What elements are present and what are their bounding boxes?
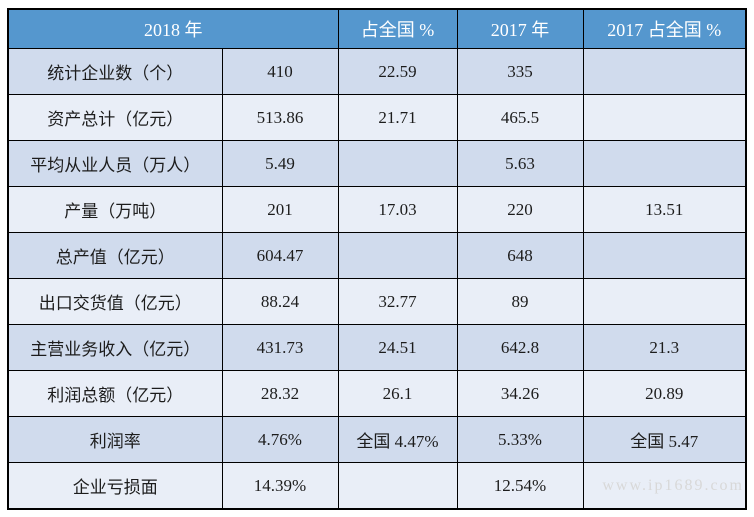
cell-2018-share: 26.1 — [337, 370, 458, 417]
statistics-table-container: 2018 年 占全国 % 2017 年 2017 占全国 % 统计企业数（个） … — [7, 8, 747, 510]
header-share-2017: 2017 占全国 % — [582, 8, 747, 49]
table-row: 产量（万吨） 201 17.03 220 13.51 — [7, 186, 747, 233]
cell-2018-share: 17.03 — [337, 186, 458, 233]
cell-2017-value: 12.54% — [456, 462, 584, 510]
row-label: 资产总计（亿元） — [7, 94, 223, 141]
industry-statistics-table: 2018 年 占全国 % 2017 年 2017 占全国 % 统计企业数（个） … — [7, 8, 747, 510]
cell-2017-share: 20.89 — [582, 370, 747, 417]
cell-2017-value: 642.8 — [456, 324, 584, 371]
cell-2017-share — [582, 462, 747, 510]
cell-2017-value: 5.33% — [456, 416, 584, 463]
table-row: 总产值（亿元） 604.47 648 — [7, 232, 747, 279]
cell-2017-share — [582, 278, 747, 325]
cell-2018-value: 431.73 — [221, 324, 339, 371]
cell-2017-share: 21.3 — [582, 324, 747, 371]
cell-2017-share — [582, 232, 747, 279]
cell-2018-value: 88.24 — [221, 278, 339, 325]
cell-2018-share: 24.51 — [337, 324, 458, 371]
cell-2018-value: 5.49 — [221, 140, 339, 187]
cell-2018-share: 21.71 — [337, 94, 458, 141]
cell-2017-share: 全国 5.47 — [582, 416, 747, 463]
cell-2017-share — [582, 48, 747, 95]
table-row: 统计企业数（个） 410 22.59 335 — [7, 48, 747, 95]
cell-2018-value: 4.76% — [221, 416, 339, 463]
row-label: 利润率 — [7, 416, 223, 463]
cell-2017-value: 335 — [456, 48, 584, 95]
cell-2017-share — [582, 94, 747, 141]
row-label: 总产值（亿元） — [7, 232, 223, 279]
table-row: 资产总计（亿元） 513.86 21.71 465.5 — [7, 94, 747, 141]
table-row: 主营业务收入（亿元） 431.73 24.51 642.8 21.3 — [7, 324, 747, 371]
header-2017: 2017 年 — [456, 8, 584, 49]
header-share-2018: 占全国 % — [337, 8, 458, 49]
table-row: 企业亏损面 14.39% 12.54% — [7, 462, 747, 510]
cell-2018-share — [337, 462, 458, 510]
cell-2018-share: 全国 4.47% — [337, 416, 458, 463]
row-label: 统计企业数（个） — [7, 48, 223, 95]
cell-2018-value: 201 — [221, 186, 339, 233]
cell-2017-value: 34.26 — [456, 370, 584, 417]
cell-2018-share — [337, 232, 458, 279]
table-row: 出口交货值（亿元） 88.24 32.77 89 — [7, 278, 747, 325]
cell-2018-share — [337, 140, 458, 187]
cell-2018-value: 28.32 — [221, 370, 339, 417]
cell-2018-share: 22.59 — [337, 48, 458, 95]
cell-2017-value: 465.5 — [456, 94, 584, 141]
cell-2017-value: 220 — [456, 186, 584, 233]
row-label: 主营业务收入（亿元） — [7, 324, 223, 371]
cell-2018-share: 32.77 — [337, 278, 458, 325]
header-2018: 2018 年 — [7, 8, 339, 49]
row-label: 产量（万吨） — [7, 186, 223, 233]
cell-2018-value: 410 — [221, 48, 339, 95]
cell-2018-value: 513.86 — [221, 94, 339, 141]
cell-2017-value: 648 — [456, 232, 584, 279]
cell-2018-value: 14.39% — [221, 462, 339, 510]
table-row: 平均从业人员（万人） 5.49 5.63 — [7, 140, 747, 187]
row-label: 企业亏损面 — [7, 462, 223, 510]
row-label: 出口交货值（亿元） — [7, 278, 223, 325]
row-label: 利润总额（亿元） — [7, 370, 223, 417]
cell-2017-value: 89 — [456, 278, 584, 325]
cell-2017-share: 13.51 — [582, 186, 747, 233]
row-label: 平均从业人员（万人） — [7, 140, 223, 187]
cell-2017-value: 5.63 — [456, 140, 584, 187]
table-row: 利润率 4.76% 全国 4.47% 5.33% 全国 5.47 — [7, 416, 747, 463]
header-row: 2018 年 占全国 % 2017 年 2017 占全国 % — [7, 8, 747, 49]
cell-2017-share — [582, 140, 747, 187]
table-row: 利润总额（亿元） 28.32 26.1 34.26 20.89 — [7, 370, 747, 417]
cell-2018-value: 604.47 — [221, 232, 339, 279]
